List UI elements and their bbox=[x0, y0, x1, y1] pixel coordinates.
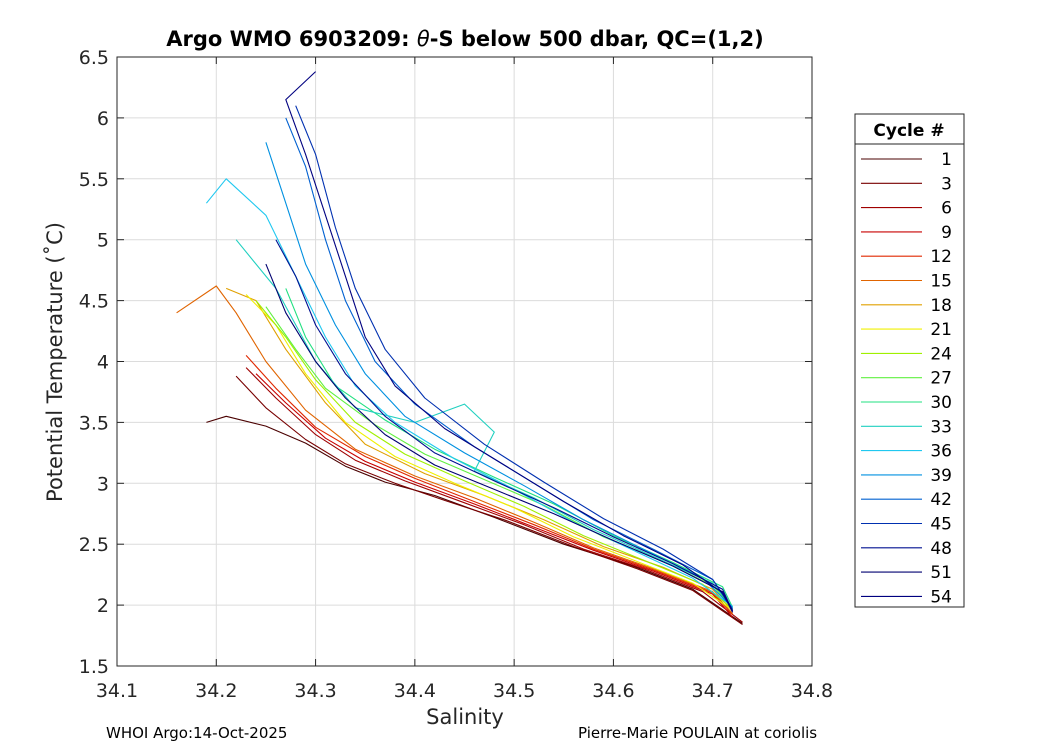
y-tick-label: 2 bbox=[97, 595, 109, 617]
y-tick-label: 3 bbox=[97, 473, 109, 495]
series-line-cycle-30 bbox=[285, 288, 734, 608]
x-tick-label: 34.7 bbox=[692, 680, 734, 702]
series-line-cycle-39 bbox=[265, 142, 733, 608]
series-line-cycle-54 bbox=[285, 71, 734, 613]
series-line-cycle-51 bbox=[265, 263, 734, 612]
x-tick-label: 34.5 bbox=[493, 680, 535, 702]
series-line-cycle-48 bbox=[275, 239, 734, 612]
y-tick-label: 6 bbox=[97, 108, 109, 130]
y-tick-label: 3.5 bbox=[79, 412, 109, 434]
series-line-cycle-3 bbox=[235, 375, 743, 626]
series-line-cycle-36 bbox=[205, 178, 733, 607]
x-tick-label: 34.2 bbox=[195, 680, 237, 702]
data-series bbox=[176, 71, 743, 626]
legend: Cycle # 13691215182124273033363942454851… bbox=[854, 113, 965, 608]
chart-title: Argo WMO 6903209: θ-S below 500 dbar, QC… bbox=[166, 27, 763, 51]
legend-label-cycle-12: 12 bbox=[930, 247, 952, 267]
legend-label-cycle-15: 15 bbox=[930, 272, 952, 292]
y-tick-label: 4 bbox=[97, 352, 109, 374]
legend-label-cycle-45: 45 bbox=[930, 515, 952, 535]
legend-label-cycle-1: 1 bbox=[941, 150, 952, 170]
series-line-cycle-42 bbox=[285, 117, 734, 610]
series-line-cycle-15 bbox=[176, 285, 734, 614]
legend-box bbox=[854, 113, 965, 608]
legend-label-cycle-9: 9 bbox=[941, 223, 952, 243]
legend-title: Cycle # bbox=[873, 121, 944, 141]
legend-label-cycle-42: 42 bbox=[930, 490, 952, 510]
legend-label-cycle-30: 30 bbox=[930, 393, 952, 413]
legend-label-cycle-27: 27 bbox=[930, 369, 952, 389]
legend-label-cycle-3: 3 bbox=[941, 174, 952, 194]
y-tick-label: 1.5 bbox=[79, 656, 109, 678]
y-tick-label: 6.5 bbox=[79, 47, 109, 69]
series-line-cycle-12 bbox=[245, 355, 734, 616]
legend-label-cycle-54: 54 bbox=[930, 587, 952, 607]
legend-label-cycle-33: 33 bbox=[930, 417, 952, 437]
x-axis-label: Salinity bbox=[426, 705, 504, 729]
axis-ticks bbox=[116, 56, 813, 667]
y-tick-label: 5.5 bbox=[79, 169, 109, 191]
footer-left: WHOI Argo:14-Oct-2025 bbox=[106, 724, 288, 742]
legend-label-cycle-36: 36 bbox=[930, 442, 952, 462]
series-line-cycle-9 bbox=[255, 373, 734, 618]
x-tick-label: 34.8 bbox=[791, 680, 833, 702]
y-tick-label: 2.5 bbox=[79, 534, 109, 556]
y-axis-label: Potential Temperature (˚C) bbox=[43, 222, 67, 502]
legend-label-cycle-39: 39 bbox=[930, 466, 952, 486]
x-tick-label: 34.3 bbox=[294, 680, 336, 702]
series-line-cycle-24 bbox=[255, 300, 733, 610]
y-tick-label: 4.5 bbox=[79, 291, 109, 313]
series-line-cycle-6 bbox=[245, 367, 743, 623]
footer-right: Pierre-Marie POULAIN at coriolis bbox=[578, 724, 818, 742]
legend-label-cycle-24: 24 bbox=[930, 344, 952, 364]
legend-label-cycle-6: 6 bbox=[941, 199, 952, 219]
x-tick-label: 34.4 bbox=[394, 680, 436, 702]
legend-label-cycle-21: 21 bbox=[930, 320, 952, 340]
series-line-cycle-21 bbox=[245, 294, 733, 611]
legend-label-cycle-48: 48 bbox=[930, 539, 952, 559]
x-tick-label: 34.6 bbox=[592, 680, 634, 702]
y-tick-labels: 1.5 2 2.5 3 3.5 4 4.5 5 5.5 6 6.5 bbox=[79, 47, 109, 678]
legend-label-cycle-18: 18 bbox=[930, 296, 952, 316]
x-tick-label: 34.1 bbox=[96, 680, 138, 702]
legend-label-cycle-51: 51 bbox=[930, 563, 952, 583]
series-line-cycle-45 bbox=[295, 105, 734, 611]
x-tick-labels: 34.1 34.2 34.3 34.4 34.5 34.6 34.7 34.8 bbox=[96, 680, 833, 702]
y-tick-label: 5 bbox=[97, 230, 109, 252]
